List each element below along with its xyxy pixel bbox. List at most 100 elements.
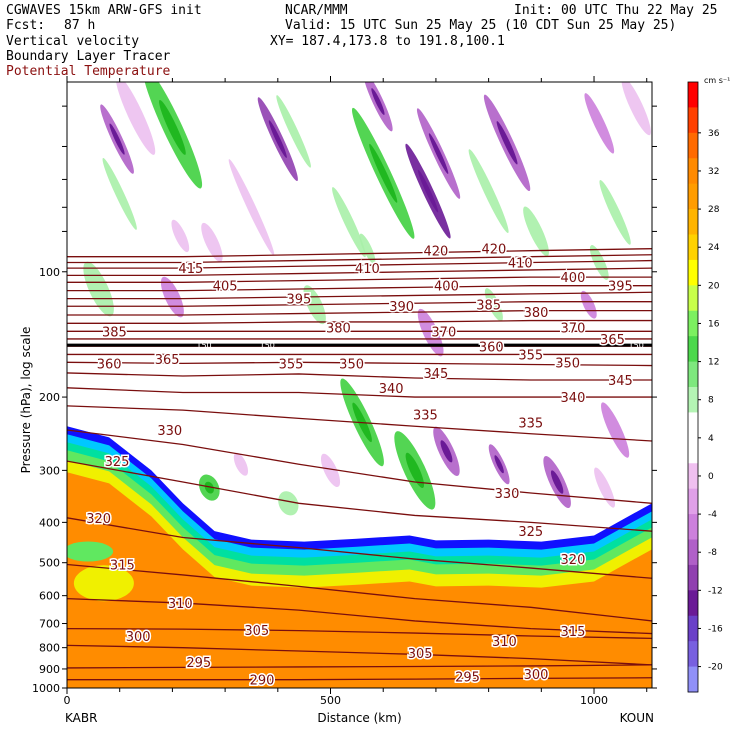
w-cell-20: [359, 233, 376, 264]
colorbar-label-8: 4: [708, 434, 714, 444]
colorbar-swatch-0: [688, 82, 698, 108]
w-core-31: [494, 455, 504, 474]
isentrope-label-7: 310: [168, 597, 193, 612]
w-cell-27: [580, 290, 597, 319]
isentrope-label-37: 390: [389, 300, 414, 315]
colorbar-swatch-17: [688, 514, 698, 540]
colorbar-label-0: 36: [708, 129, 720, 139]
w-cell-14: [599, 180, 631, 245]
isentrope-310: [67, 597, 652, 635]
isentrope-label-22: 345: [608, 374, 633, 389]
colorbar-label-2: 28: [708, 205, 720, 215]
colorbar: cm s⁻¹ 36 32 28 24 20 16 12 8 4 0 -4 -8 -12 -16 -20: [687, 76, 730, 693]
isentrope-label-30: 365: [600, 333, 625, 348]
colorbar-swatch-14: [688, 437, 698, 464]
w-cell-38: [233, 452, 249, 476]
isentrope-label-18: 335: [518, 416, 543, 431]
isentrope-305: [67, 627, 652, 640]
isentrope-label-2: 295: [455, 670, 480, 685]
w-cell-10: [228, 159, 275, 256]
w-cell-8: [584, 93, 615, 154]
isentrope-label-15: 330: [157, 424, 182, 439]
colorbar-label-13: -16: [708, 624, 723, 634]
isentrope-290: [67, 677, 652, 681]
isentrope-405: [67, 267, 652, 277]
y-tick-label-100: 100: [39, 266, 60, 279]
isentrope-320: [67, 517, 652, 579]
w-core-7: [496, 121, 518, 165]
isentrope-label-20: 340: [561, 391, 586, 406]
y-tick-label-700: 700: [39, 618, 60, 631]
y-tick-label-900: 900: [39, 663, 60, 676]
w-cell-16: [201, 222, 223, 262]
colorbar-swatch-5: [688, 209, 698, 235]
x-tick-label-1000: 1000: [580, 694, 608, 707]
colorbar-swatch-18: [688, 539, 698, 566]
w-cell-26: [484, 288, 503, 322]
w-core-3: [268, 120, 287, 158]
colorbar-label-9: 0: [708, 472, 714, 482]
isentrope-335: [67, 405, 652, 442]
colorbar-frame: [687, 81, 699, 693]
w-core-29: [405, 452, 425, 489]
colorbar-label-1: 32: [708, 167, 719, 177]
isentrope-label-36: 385: [476, 299, 501, 314]
isentrope-label-43: 410: [355, 262, 380, 277]
colorbar-swatch-13: [688, 412, 698, 439]
colorbar-swatch-21: [688, 615, 698, 642]
isentrope-label-9: 315: [110, 559, 135, 574]
tropopause-label-0: 150: [196, 341, 211, 350]
isentrope-label-5: 305: [244, 624, 269, 639]
field-potential-temperature: Potential Temperature: [6, 64, 171, 79]
w-core-5: [369, 143, 398, 203]
isentrope-label-13: 325: [105, 455, 130, 470]
isentrope-label-23: 350: [339, 357, 364, 372]
colorbar-label-7: 8: [708, 396, 714, 406]
isentrope-label-28: 360: [479, 340, 504, 355]
y-tick-label-1000: 1000: [32, 682, 60, 695]
colorbar-swatch-9: [688, 310, 698, 337]
isentrope-330: [67, 429, 652, 504]
w-core-30: [440, 440, 453, 463]
init-time: Init: 00 UTC Thu 22 May 25: [514, 3, 718, 18]
w-cell-18: [276, 95, 311, 168]
isentrope-label-12: 320: [561, 553, 586, 568]
w-core-35: [204, 481, 214, 494]
field-boundary-layer-tracer: Boundary Layer Tracer: [6, 49, 171, 64]
colorbar-swatch-20: [688, 590, 698, 617]
colorbar-swatch-3: [688, 158, 698, 185]
w-cell-22: [83, 261, 114, 317]
isentrope-label-16: 330: [495, 487, 520, 502]
cross-section-endpoints: XY= 187.4,173.8 to 191.8,100.1: [270, 34, 505, 49]
isentrope-380: [67, 310, 652, 316]
pbl-band-5: [67, 472, 652, 688]
colorbar-swatch-4: [688, 183, 698, 210]
w-cell-17: [171, 219, 190, 253]
w-cell-23: [160, 276, 184, 318]
isentrope-label-45: 415: [178, 262, 203, 277]
w-core-0: [159, 99, 186, 155]
colorbar-swatch-12: [688, 387, 698, 413]
isentrope-label-32: 370: [561, 321, 586, 336]
isentrope-label-46: 420: [424, 245, 449, 260]
w-cell-13: [468, 149, 509, 233]
pbl-patch-yellow: [73, 565, 134, 602]
tropopause-label-2: 150: [629, 341, 644, 350]
colorbar-swatch-15: [688, 463, 698, 490]
field-vertical-velocity: Vertical velocity: [6, 34, 140, 49]
forecast-label: Fcst:: [6, 18, 46, 33]
model-title: CGWAVES 15km ARW-GFS init: [6, 3, 202, 18]
isentrope-315: [67, 563, 652, 622]
right-endpoint-label: KOUN: [620, 711, 654, 725]
w-core-11: [417, 169, 439, 213]
isentrope-325: [67, 460, 652, 532]
isentrope-label-33: 380: [326, 321, 351, 336]
colorbar-swatch-1: [688, 107, 698, 134]
w-cell-12: [332, 187, 366, 258]
w-cell-21: [589, 245, 609, 280]
isentrope-label-40: 400: [434, 280, 459, 295]
isentrope-385: [67, 301, 652, 307]
w-cell-36: [278, 491, 299, 516]
w-cell-37: [320, 453, 341, 488]
